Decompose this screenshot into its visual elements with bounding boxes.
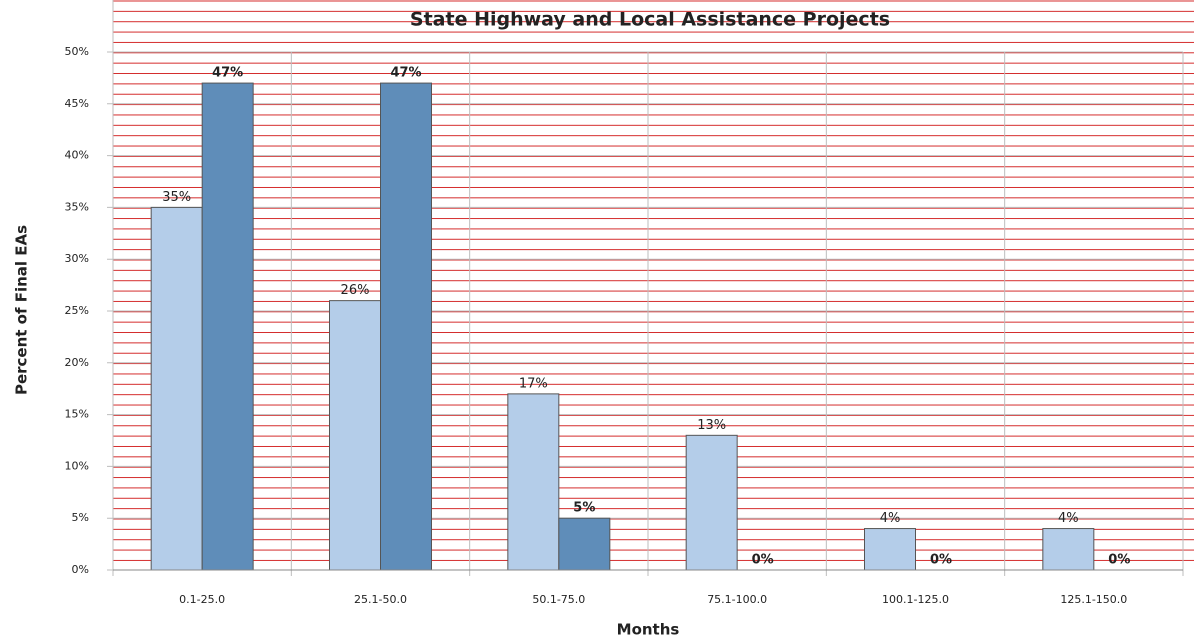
bar	[864, 528, 916, 571]
y-axis-title: Percent of Final EAs	[13, 225, 31, 395]
bar	[1042, 528, 1095, 571]
x-tick-label: 75.1-100.0	[707, 593, 767, 606]
value-label: 26%	[341, 283, 370, 298]
x-tick-label: 50.1-75.0	[532, 593, 585, 606]
y-tick-label: 10%	[65, 459, 89, 472]
y-tick-label: 50%	[65, 45, 89, 58]
y-tick-label: 15%	[65, 408, 89, 421]
y-tick-label: 30%	[65, 252, 89, 265]
bar	[329, 300, 381, 571]
value-label: 0%	[930, 553, 952, 568]
value-label: 5%	[573, 501, 595, 516]
bar	[380, 82, 432, 571]
x-tick-label: 25.1-50.0	[354, 593, 407, 606]
bar	[150, 206, 203, 571]
overlay-lines	[113, 0, 1194, 570]
value-label: 4%	[1058, 511, 1079, 526]
value-label: 13%	[697, 418, 726, 433]
value-label: 47%	[390, 66, 421, 81]
value-label: 4%	[880, 511, 901, 526]
y-tick-label: 25%	[65, 304, 89, 317]
y-tick-label: 20%	[65, 356, 89, 369]
y-tick-label: 5%	[72, 511, 89, 524]
value-label: 35%	[162, 190, 191, 205]
value-label: 47%	[212, 66, 243, 81]
y-tick-label: 45%	[65, 97, 89, 110]
x-axis-title: Months	[617, 621, 680, 639]
y-tick-label: 35%	[65, 200, 89, 213]
value-label: 17%	[519, 376, 548, 391]
x-tick-label: 100.1-125.0	[882, 593, 949, 606]
y-tick-label: 40%	[65, 149, 89, 162]
value-label: 0%	[752, 553, 774, 568]
chart-title: State Highway and Local Assistance Proje…	[410, 9, 890, 31]
y-tick-label: 0%	[72, 563, 89, 576]
x-tick-label: 0.1-25.0	[179, 593, 225, 606]
bar	[201, 82, 254, 571]
value-label: 0%	[1108, 553, 1130, 568]
bar	[685, 434, 738, 571]
bar	[507, 393, 560, 571]
x-tick-label: 125.1-150.0	[1060, 593, 1127, 606]
bar	[558, 517, 611, 571]
